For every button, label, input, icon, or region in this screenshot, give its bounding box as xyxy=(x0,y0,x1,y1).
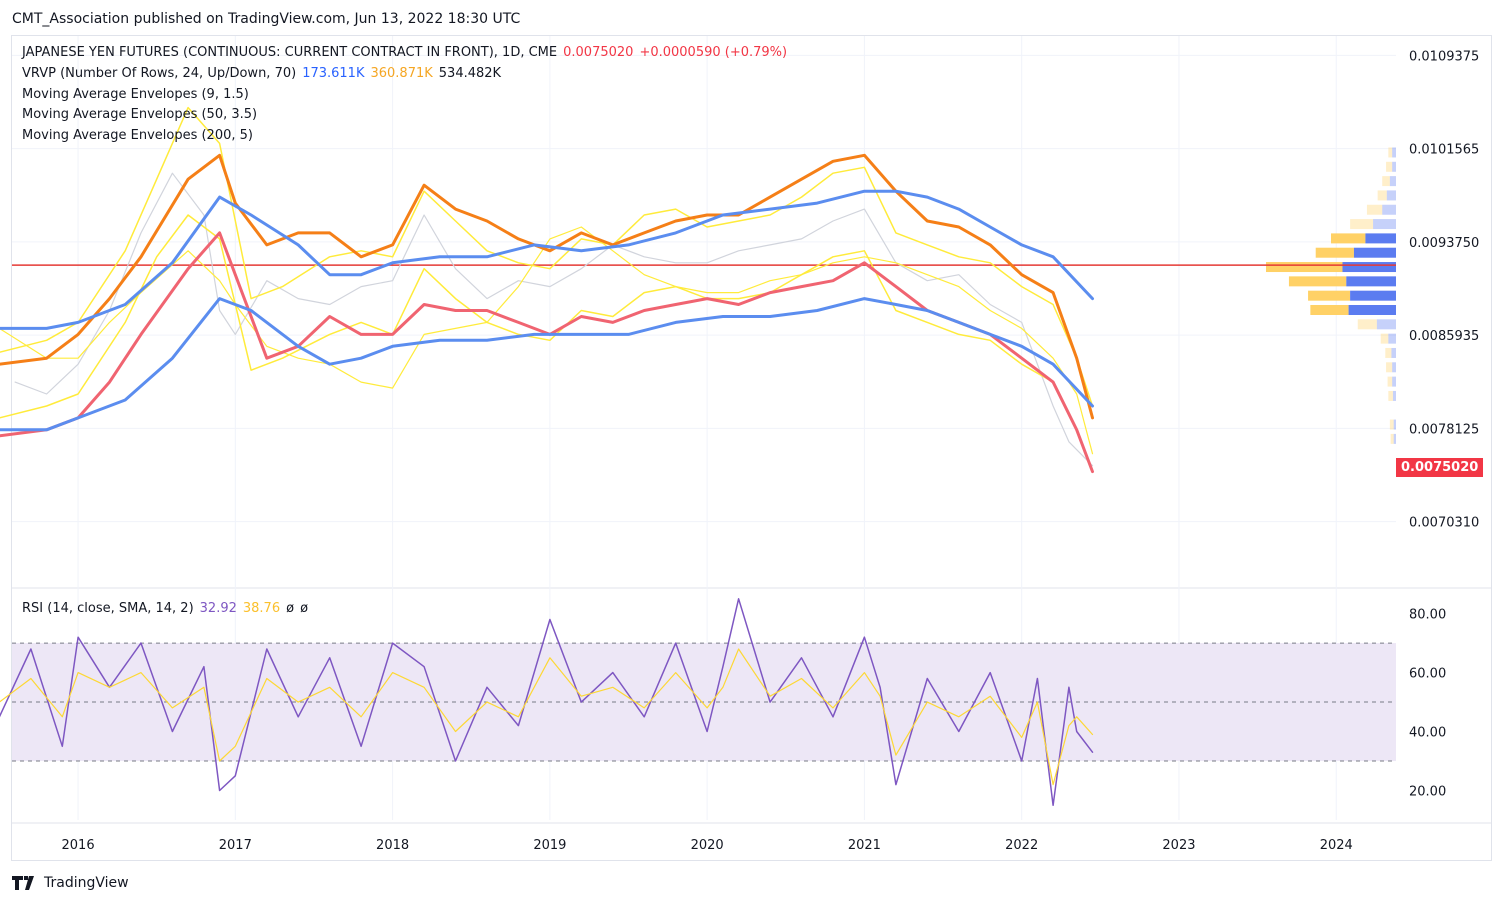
rsi-ma-line xyxy=(0,648,1094,786)
volume-profile-up-bar xyxy=(1388,333,1396,344)
volume-profile-down-bar xyxy=(1388,390,1393,401)
price-series-line xyxy=(14,172,1094,467)
rsi-tick-label: 80.00 xyxy=(1409,608,1446,623)
vrvp-legend: VRVP (Number Of Rows, 24, Up/Down, 70) 17… xyxy=(22,64,507,84)
mae3-legend: Moving Average Envelopes (200, 5) xyxy=(22,128,253,143)
volume-profile-up-bar xyxy=(1346,276,1396,287)
main-legend: JAPANESE YEN FUTURES (CONTINUOUS: CURREN… xyxy=(22,43,793,63)
x-tick-label: 2023 xyxy=(1162,838,1195,853)
volume-profile-down-bar xyxy=(1350,219,1374,230)
volume-profile-up-bar xyxy=(1365,233,1396,244)
x-tick-label: 2021 xyxy=(848,838,881,853)
rsi-null-2: ø xyxy=(300,601,309,616)
volume-profile-down-bar xyxy=(1380,333,1389,344)
volume-profile-down-bar xyxy=(1390,433,1394,444)
volume-profile-up-bar xyxy=(1348,305,1396,315)
rsi-line xyxy=(0,598,1094,807)
volume-profile-up-bar xyxy=(1353,247,1396,258)
last-price-tag: 0.0075020 xyxy=(1396,458,1484,477)
rsi-tick-label: 40.00 xyxy=(1409,726,1446,741)
vrvp-label: VRVP (Number Of Rows, 24, Up/Down, 70) xyxy=(22,66,297,81)
volume-profile-up-bar xyxy=(1382,204,1396,215)
mae200-upper-line xyxy=(0,189,1094,330)
volume-profile-down-bar xyxy=(1385,347,1392,358)
volume-profile-up-bar xyxy=(1393,419,1396,430)
volume-profile-down-bar xyxy=(1387,376,1393,387)
x-tick-label: 2024 xyxy=(1320,838,1353,853)
volume-profile-down-bar xyxy=(1315,247,1354,258)
mae200-lower-line xyxy=(0,297,1094,432)
volume-profile-down-bar xyxy=(1377,190,1387,201)
volume-profile-up-bar xyxy=(1376,319,1396,330)
volume-profile-up-bar xyxy=(1392,362,1396,373)
volume-profile-up-bar xyxy=(1392,376,1396,387)
volume-profile-up-bar xyxy=(1342,262,1396,273)
mae9-upper-line xyxy=(0,106,1094,407)
mae9-lower-line xyxy=(0,214,1094,473)
volume-profile-up-bar xyxy=(1373,219,1396,230)
vrvp-down: 360.871K xyxy=(370,66,433,81)
volume-profile-down-bar xyxy=(1386,362,1393,373)
mae9-basis-line xyxy=(0,226,1094,455)
volume-profile-down-bar xyxy=(1389,419,1394,430)
volume-profile-up-bar xyxy=(1392,161,1396,172)
volume-profile-up-bar xyxy=(1391,347,1396,358)
mae50-upper-line xyxy=(0,153,1094,420)
volume-profile-down-bar xyxy=(1308,290,1351,301)
publisher-header: CMT_Association published on TradingView… xyxy=(12,11,521,27)
price-tick-label: 0.0085935 xyxy=(1409,329,1479,344)
rsi-tick-label: 60.00 xyxy=(1409,667,1446,682)
price-change: +0.0000590 (+0.79%) xyxy=(639,45,788,60)
x-tick-label: 2018 xyxy=(376,838,409,853)
brand-name: TradingView xyxy=(44,875,129,891)
last-price-value: 0.0075020 xyxy=(563,45,634,60)
x-tick-label: 2019 xyxy=(533,838,566,853)
price-tick-label: 0.0101565 xyxy=(1409,143,1479,158)
rsi-label: RSI (14, close, SMA, 14, 2) xyxy=(22,601,194,616)
volume-profile-down-bar xyxy=(1331,233,1366,244)
rsi-tick-label: 20.00 xyxy=(1409,785,1446,800)
volume-profile-up-bar xyxy=(1392,390,1396,401)
volume-profile-up-bar xyxy=(1350,290,1396,301)
volume-profile-down-bar xyxy=(1310,305,1349,315)
price-tick-label: 0.0078125 xyxy=(1409,422,1479,437)
volume-profile-down-bar xyxy=(1288,276,1347,287)
volume-profile-down-bar xyxy=(1386,161,1393,172)
x-tick-label: 2020 xyxy=(691,838,724,853)
volume-profile-down-bar xyxy=(1388,147,1393,158)
price-tick-label: 0.0070310 xyxy=(1409,516,1479,531)
x-tick-label: 2017 xyxy=(219,838,252,853)
volume-profile-up-bar xyxy=(1386,190,1396,201)
volume-profile-down-bar xyxy=(1357,319,1377,330)
volume-profile-down-bar xyxy=(1366,204,1383,215)
x-tick-label: 2016 xyxy=(62,838,95,853)
mae2-legend: Moving Average Envelopes (50, 3.5) xyxy=(22,107,258,122)
rsi-ma-value: 38.76 xyxy=(242,601,281,616)
volume-profile-up-bar xyxy=(1389,176,1396,187)
mae1-legend: Moving Average Envelopes (9, 1.5) xyxy=(22,87,249,102)
rsi-null-1: ø xyxy=(286,601,295,616)
symbol-title: JAPANESE YEN FUTURES (CONTINUOUS: CURREN… xyxy=(22,45,558,60)
rsi-legend: RSI (14, close, SMA, 14, 2) 32.92 38.76 ø ø xyxy=(22,599,314,619)
price-tick-label: 0.0093750 xyxy=(1409,236,1479,251)
volume-profile-down-bar xyxy=(1266,262,1343,273)
tradingview-logo-icon xyxy=(12,876,34,890)
volume-profile-up-bar xyxy=(1392,147,1396,158)
volume-profile-up-bar xyxy=(1393,433,1396,444)
volume-profile-down-bar xyxy=(1382,176,1390,187)
vrvp-total: 534.482K xyxy=(438,66,502,81)
rsi-value: 32.92 xyxy=(199,601,237,616)
vrvp-up: 173.611K xyxy=(302,66,365,81)
footer: TradingView xyxy=(12,875,129,891)
price-tick-label: 0.0109375 xyxy=(1409,49,1479,64)
x-tick-label: 2022 xyxy=(1005,838,1038,853)
